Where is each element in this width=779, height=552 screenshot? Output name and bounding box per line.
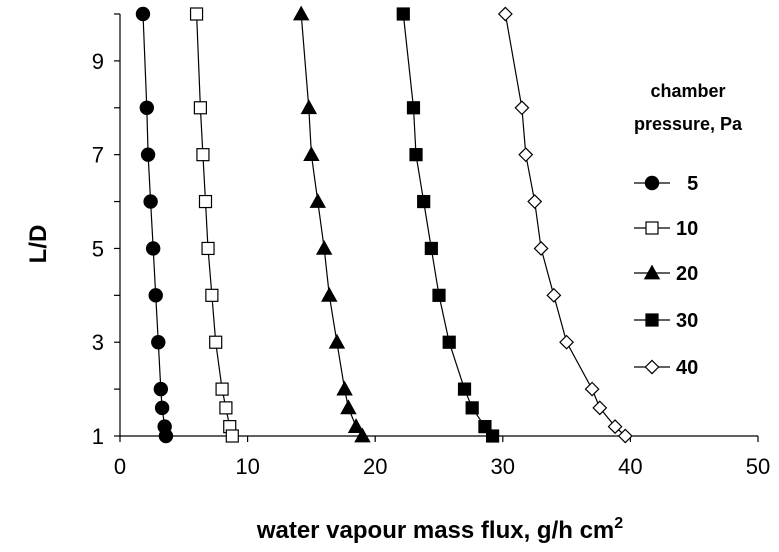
- legend-title-line-1: chamber: [650, 81, 725, 101]
- series-line: [300, 13, 363, 437]
- data-point-diamond: [592, 400, 608, 416]
- series-40: [497, 6, 633, 444]
- y-axis: 1 3 5 7 9: [92, 13, 120, 449]
- x-axis: 0 10 20 30 40 50: [114, 436, 770, 479]
- data-point-square-filled: [457, 382, 472, 396]
- data-point-square-open: [201, 241, 215, 256]
- series-30: [396, 7, 500, 443]
- data-point-circle: [139, 100, 154, 115]
- legend-label: 20: [676, 263, 698, 285]
- data-point-square-open: [196, 148, 210, 162]
- data-point-square-filled: [465, 401, 479, 415]
- data-point-triangle: [300, 99, 318, 115]
- data-point-triangle: [347, 418, 365, 433]
- legend-label: 30: [676, 310, 698, 332]
- data-point-square-open: [198, 194, 213, 209]
- data-point-diamond: [546, 287, 562, 303]
- data-point-triangle: [315, 240, 333, 255]
- data-point-square-filled: [485, 429, 500, 443]
- y-tick-label: 5: [92, 236, 104, 261]
- y-tick-label: 3: [92, 330, 104, 355]
- y-tick-label: 1: [92, 424, 104, 449]
- data-point-circle: [135, 6, 151, 22]
- data-point-square-filled: [432, 288, 446, 302]
- data-point-circle: [644, 175, 660, 191]
- data-point-triangle: [309, 193, 326, 208]
- series-line: [504, 13, 626, 437]
- legend: chamber pressure, Pa 5 10 20 30 40: [634, 81, 743, 379]
- data-point-square-filled: [396, 7, 410, 21]
- legend-title-line-2: pressure, Pa: [634, 114, 743, 134]
- data-point-square-open: [189, 7, 204, 21]
- data-point-triangle: [328, 333, 346, 349]
- data-point-square-filled: [424, 241, 438, 256]
- data-point-triangle: [303, 146, 320, 162]
- x-tick-label: 50: [746, 454, 770, 479]
- legend-label: 10: [676, 218, 698, 240]
- data-point-diamond: [559, 334, 575, 350]
- data-point-square-filled: [442, 335, 456, 349]
- legend-label: 40: [676, 357, 698, 379]
- legend-item-40: 40: [634, 357, 698, 379]
- data-point-circle: [151, 335, 166, 350]
- data-point-circle: [158, 428, 174, 444]
- x-axis-title: water vapour mass flux, g/h cm2: [256, 515, 623, 544]
- data-point-square-open: [209, 335, 223, 349]
- data-point-diamond: [518, 147, 534, 163]
- data-point-triangle: [321, 286, 338, 302]
- y-axis-title: L/D: [25, 225, 52, 264]
- data-point-diamond: [527, 194, 543, 210]
- data-point-square-filled: [406, 101, 421, 115]
- data-point-circle: [154, 400, 170, 416]
- data-point-diamond: [514, 100, 530, 116]
- legend-item-20: 20: [634, 263, 698, 285]
- data-point-circle: [143, 194, 158, 209]
- x-tick-label: 30: [491, 454, 515, 479]
- data-point-circle: [148, 288, 163, 303]
- y-tick-label: 9: [92, 49, 104, 74]
- data-point-square-open: [645, 221, 659, 235]
- data-point-triangle: [643, 264, 661, 280]
- x-tick-label: 10: [235, 454, 259, 479]
- data-point-square-filled: [417, 194, 431, 209]
- data-point-square-open: [215, 382, 229, 396]
- data-point-triangle: [340, 399, 357, 415]
- series-20: [292, 5, 371, 443]
- data-point-square-filled: [409, 148, 423, 162]
- series-10: [189, 7, 239, 443]
- data-point-triangle: [336, 380, 353, 396]
- y-tick-label: 7: [92, 143, 104, 168]
- data-point-diamond: [617, 428, 633, 444]
- data-point-diamond: [533, 240, 549, 256]
- data-point-triangle: [292, 5, 310, 21]
- series-line: [196, 13, 233, 437]
- data-point-diamond: [607, 419, 623, 435]
- legend-label: 5: [676, 173, 698, 195]
- data-point-square-filled: [645, 313, 659, 327]
- legend-item-5: 5: [634, 173, 698, 195]
- data-point-circle: [140, 147, 156, 162]
- series-line: [402, 13, 494, 437]
- series-layer: [135, 5, 633, 444]
- data-point-triangle: [354, 427, 371, 443]
- data-point-square-open: [225, 429, 239, 443]
- x-tick-label: 40: [618, 454, 642, 479]
- data-point-diamond: [584, 381, 600, 397]
- data-point-diamond: [644, 359, 660, 375]
- plot-area: [119, 14, 758, 437]
- data-point-diamond: [497, 6, 513, 22]
- data-point-circle: [153, 381, 169, 397]
- data-point-circle: [145, 241, 161, 256]
- data-point-square-open: [205, 288, 219, 302]
- series-5: [135, 6, 174, 444]
- legend-item-30: 30: [634, 310, 698, 332]
- data-point-square-open: [193, 101, 207, 115]
- x-tick-label: 20: [363, 454, 387, 479]
- data-point-square-open: [219, 401, 233, 415]
- series-line: [142, 13, 167, 437]
- legend-item-10: 10: [634, 218, 698, 240]
- x-tick-label: 0: [114, 454, 126, 479]
